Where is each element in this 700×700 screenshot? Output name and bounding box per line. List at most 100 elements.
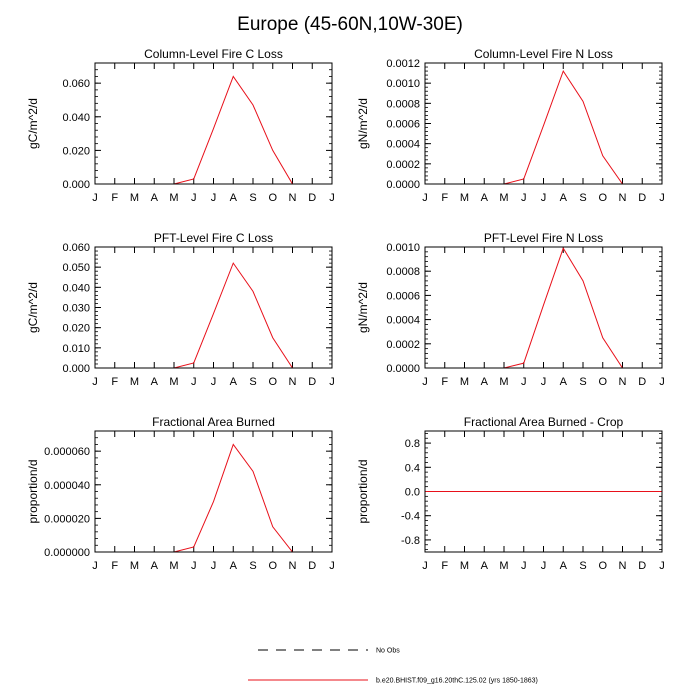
x-tick-label: D (308, 560, 316, 572)
y-tick-label: 0.000020 (44, 513, 90, 525)
x-tick-label: O (268, 192, 277, 204)
x-tick-label: N (289, 192, 297, 204)
y-tick-label: 0.000 (62, 363, 90, 375)
y-tick-label: 0.0002 (386, 159, 420, 171)
y-tick-label: 0.000040 (44, 480, 90, 492)
legend-model-label: b.e20.BHIST.f09_g16.20thC.125.02 (yrs 18… (376, 678, 538, 685)
y-axis-label: proportion/d (356, 459, 370, 523)
y-tick-label: 0.0004 (386, 315, 420, 327)
x-tick-label: J (659, 560, 665, 572)
chart-panel-6: Fractional Area Burned - Crop proportion/… (356, 415, 665, 572)
plot-frame (94, 430, 333, 553)
x-tick-label: A (151, 376, 159, 388)
x-tick-label: J (422, 376, 428, 388)
x-tick-label: J (422, 560, 428, 572)
x-tick-label: A (560, 376, 568, 388)
plot-frame (94, 62, 333, 185)
y-tick-label: -0.4 (401, 511, 420, 523)
x-tick-label: M (460, 376, 469, 388)
x-tick-label: J (211, 560, 217, 572)
x-tick-label: M (169, 560, 178, 572)
y-axis-label: gC/m^2/d (26, 282, 40, 333)
x-tick-label: M (130, 192, 139, 204)
chart-title: Column-Level Fire N Loss (474, 47, 613, 61)
x-tick-label: J (329, 192, 335, 204)
x-tick-label: J (659, 192, 665, 204)
x-tick-label: F (441, 376, 448, 388)
x-tick-label: A (230, 560, 238, 572)
x-tick-label: A (481, 560, 489, 572)
y-tick-label: 0.4 (405, 462, 420, 474)
x-tick-label: N (619, 192, 627, 204)
chart-title: PFT-Level Fire N Loss (484, 231, 603, 245)
y-tick-label: 0.0008 (386, 98, 420, 110)
x-tick-label: J (422, 192, 428, 204)
x-tick-label: J (541, 376, 547, 388)
chart-title: Fractional Area Burned (152, 415, 275, 429)
y-tick-label: 0.060 (62, 242, 90, 254)
x-tick-label: J (92, 376, 98, 388)
x-tick-label: M (499, 560, 508, 572)
x-tick-label: A (230, 192, 238, 204)
x-tick-label: O (598, 192, 607, 204)
chart-title: Column-Level Fire C Loss (144, 47, 283, 61)
x-tick-label: J (211, 376, 217, 388)
x-tick-label: A (481, 376, 489, 388)
y-tick-label: 0.0012 (386, 58, 420, 70)
x-tick-label: O (598, 376, 607, 388)
y-tick-label: 0.0 (405, 487, 420, 499)
x-tick-label: J (541, 560, 547, 572)
x-tick-label: A (560, 192, 568, 204)
y-tick-label: 0.0008 (386, 266, 420, 278)
x-tick-label: N (289, 376, 297, 388)
series-line (425, 69, 662, 185)
y-tick-label: 0.0010 (386, 78, 420, 90)
y-tick-label: 0.020 (62, 145, 90, 157)
x-tick-label: A (560, 560, 568, 572)
x-tick-label: A (481, 192, 489, 204)
legend: No Obs b.e20.BHIST.f09_g16.20thC.125.02 … (248, 648, 538, 685)
x-tick-label: S (249, 192, 256, 204)
x-tick-label: M (499, 376, 508, 388)
y-tick-label: 0.0006 (386, 119, 420, 131)
x-tick-label: S (579, 560, 586, 572)
x-tick-label: J (659, 376, 665, 388)
y-tick-label: 0.040 (62, 112, 90, 124)
x-tick-label: N (619, 560, 627, 572)
x-tick-label: J (521, 192, 527, 204)
y-tick-label: 0.0004 (386, 139, 420, 151)
y-tick-label: 0.060 (62, 78, 90, 90)
y-tick-label: 0.0006 (386, 290, 420, 302)
legend-no-obs-label: No Obs (376, 648, 400, 655)
x-tick-label: D (308, 192, 316, 204)
series-line (95, 75, 332, 185)
x-tick-label: S (249, 376, 256, 388)
x-tick-label: J (329, 376, 335, 388)
series-line (95, 443, 332, 553)
x-tick-label: O (268, 560, 277, 572)
x-tick-label: J (92, 192, 98, 204)
x-tick-label: F (441, 192, 448, 204)
x-tick-label: J (541, 192, 547, 204)
x-tick-label: J (521, 376, 527, 388)
y-tick-label: 0.0000 (386, 363, 420, 375)
plot-frame (424, 246, 663, 369)
x-tick-label: S (579, 376, 586, 388)
x-tick-label: D (308, 376, 316, 388)
x-tick-label: O (598, 560, 607, 572)
y-tick-label: -0.8 (401, 535, 420, 547)
y-tick-label: 0.040 (62, 282, 90, 294)
x-tick-label: F (441, 560, 448, 572)
x-tick-label: J (211, 192, 217, 204)
y-tick-label: 0.000060 (44, 446, 90, 458)
x-tick-label: M (130, 376, 139, 388)
x-tick-label: N (619, 376, 627, 388)
y-tick-label: 0.0002 (386, 339, 420, 351)
chart-title: PFT-Level Fire C Loss (154, 231, 273, 245)
y-tick-label: 0.010 (62, 343, 90, 355)
x-tick-label: J (191, 560, 197, 572)
plot-frame (424, 430, 663, 553)
